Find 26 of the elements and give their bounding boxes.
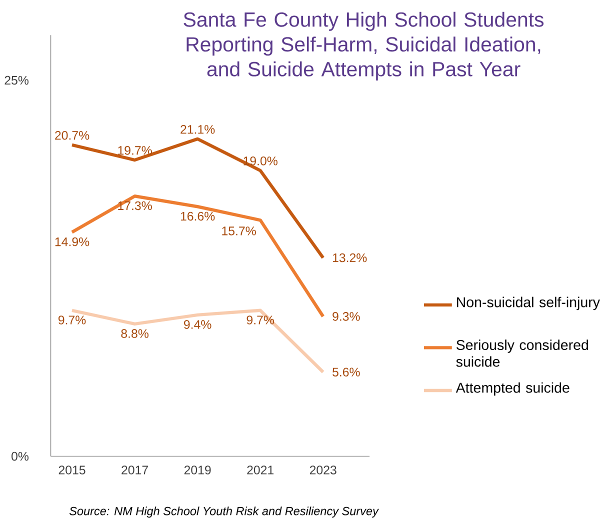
x-tick-label: 2019 — [184, 466, 211, 475]
data-label: 15.7% — [222, 226, 256, 236]
data-label: 5.6% — [332, 368, 360, 377]
x-tick-label: 2017 — [122, 466, 148, 475]
legend-label: Attempted suicide — [456, 382, 570, 396]
legend-label: Non-suicidal self-injury — [457, 297, 600, 310]
y-tick-label: 0% — [12, 452, 29, 461]
data-label: 19.7% — [118, 146, 152, 155]
data-label: 13.2% — [332, 254, 367, 262]
data-label: 9.7% — [58, 316, 86, 325]
source-note: Source: NM High School Youth Risk and Resiliency Survey — [69, 506, 380, 518]
data-label: 17.3% — [118, 202, 152, 210]
data-label: 9.3% — [332, 312, 360, 322]
x-tick-label: 2021 — [247, 466, 274, 475]
data-label: 14.9% — [55, 238, 90, 246]
x-tick-label: 2015 — [58, 466, 86, 475]
chart-title: Santa Fe County High School Students Reporting Self-Harm, Suicidal Ideation, and Suicide Attempts in Past Year — [184, 12, 544, 81]
data-label: 9.7% — [246, 316, 274, 325]
y-tick-label: 25% — [4, 76, 29, 85]
data-label: 16.6% — [180, 212, 215, 221]
data-label: 9.4% — [184, 320, 212, 330]
data-label: 21.1% — [180, 125, 215, 134]
legend-label: Seriously considered suicide — [456, 340, 588, 367]
x-tick-label: 2023 — [310, 466, 336, 475]
data-label: 20.7% — [55, 131, 90, 140]
data-label: 8.8% — [121, 329, 148, 338]
